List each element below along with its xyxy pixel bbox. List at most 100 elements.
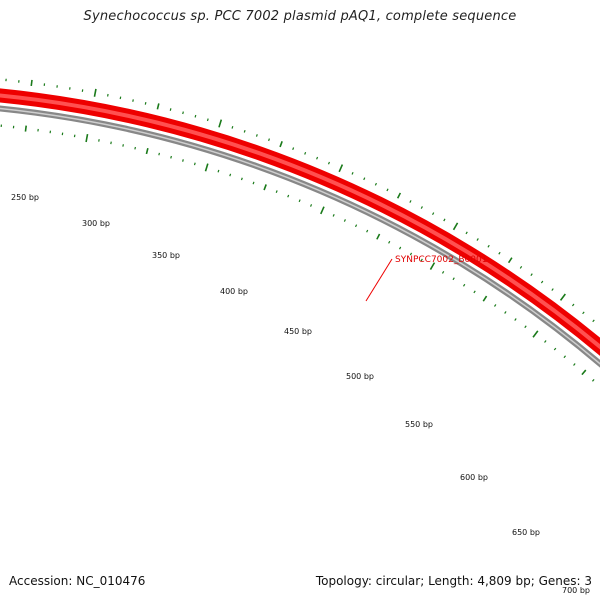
scale-tick <box>144 102 147 105</box>
scale-tick <box>156 103 160 110</box>
scale-label: 300 bp <box>82 219 110 228</box>
scale-tick <box>287 194 290 198</box>
scale-tick <box>420 258 423 262</box>
scale-tick <box>252 181 255 185</box>
scale-label: 500 bp <box>346 372 374 381</box>
scale-tick <box>218 119 223 128</box>
scale-tick <box>193 162 196 166</box>
scale-tick <box>476 238 479 241</box>
scale-label: 700 bp <box>562 586 590 595</box>
scale-tick <box>530 273 533 277</box>
scale-tick <box>581 369 587 376</box>
scale-tick <box>409 200 412 203</box>
scale-tick <box>275 190 278 193</box>
scale-tick <box>309 204 313 207</box>
scale-tick <box>473 290 476 294</box>
scale-tick <box>110 141 112 145</box>
scale-tick <box>398 246 402 250</box>
scale-tick <box>571 303 575 307</box>
scale-tick <box>332 213 335 217</box>
gene-feature-arc[interactable] <box>0 88 600 388</box>
scale-tick <box>563 355 566 359</box>
scale-tick <box>351 172 354 175</box>
plasmid-backbone-highlight <box>0 107 600 365</box>
scale-tick <box>298 199 301 203</box>
map-title: Synechococcus sp. PCC 7002 plasmid pAQ1,… <box>83 9 517 24</box>
scale-tick <box>386 188 389 192</box>
scale-label: 250 bp <box>11 193 39 202</box>
scale-tick <box>169 108 172 111</box>
scale-tick <box>376 233 381 240</box>
scale-tick <box>591 379 595 382</box>
scale-tick <box>544 340 547 343</box>
inner-tick-marks <box>0 124 595 382</box>
scale-tick <box>524 325 527 329</box>
scale-tick <box>85 134 89 143</box>
scale-tick <box>132 99 134 102</box>
gene-label[interactable]: SYNPCC7002_B0001 <box>395 255 487 265</box>
scale-tick <box>452 222 459 231</box>
scale-tick <box>243 129 246 133</box>
gene-feature-arc-shading <box>0 93 600 350</box>
scale-tick <box>268 138 270 142</box>
scale-tick <box>134 146 137 150</box>
scale-tick <box>327 161 331 165</box>
scale-tick <box>432 212 435 216</box>
scale-tick <box>145 147 149 155</box>
scale-label: 400 bp <box>220 287 248 296</box>
scale-tick <box>498 251 501 255</box>
scale-tick <box>194 114 197 118</box>
scale-tick <box>343 219 346 222</box>
topology-summary: Topology: circular; Length: 4,809 bp; Ge… <box>315 574 592 588</box>
accession-text: Accession: NC_010476 <box>9 574 146 588</box>
scale-tick <box>204 163 209 172</box>
scale-tick <box>217 169 220 173</box>
scale-tick <box>338 164 344 173</box>
scale-label: 600 bp <box>460 473 488 482</box>
scale-tick <box>320 206 325 215</box>
scale-tick <box>388 240 391 244</box>
scale-label: 550 bp <box>405 420 433 429</box>
scale-tick <box>263 184 267 191</box>
scale-label: 350 bp <box>152 251 180 260</box>
scale-tick <box>551 288 554 291</box>
scale-tick <box>582 311 585 315</box>
scale-label: 650 bp <box>512 528 540 537</box>
scale-tick <box>540 280 544 284</box>
scale-tick <box>279 141 283 148</box>
scale-label: 450 bp <box>284 327 312 336</box>
scale-tick <box>316 156 319 160</box>
scale-tick <box>229 173 232 177</box>
scale-tick <box>409 252 413 256</box>
scale-tick <box>462 283 466 287</box>
scale-tick <box>30 79 33 87</box>
scale-tick <box>122 144 124 147</box>
scale-tick <box>441 270 445 274</box>
scale-tick <box>231 125 234 129</box>
scale-tick <box>482 295 488 302</box>
scale-tick <box>465 231 468 235</box>
scale-tick <box>255 134 258 137</box>
scale-tick <box>592 319 595 323</box>
scale-tick <box>504 311 507 314</box>
scale-tick <box>532 330 539 338</box>
scale-tick <box>452 277 455 281</box>
scale-tick <box>374 182 377 186</box>
scale-tick <box>240 177 243 181</box>
scale-tick <box>24 125 27 132</box>
gene-label-leader-line <box>365 258 393 302</box>
scale-tick <box>182 111 184 115</box>
scale-tick <box>507 257 513 264</box>
scale-tick <box>429 262 436 270</box>
scale-tick <box>443 218 446 222</box>
scale-tick <box>553 347 557 351</box>
scale-tick <box>366 229 369 233</box>
scale-tick <box>559 293 566 301</box>
scale-tick <box>519 266 523 269</box>
scale-tick <box>487 244 490 248</box>
outer-tick-marks <box>5 78 595 323</box>
scale-tick <box>396 192 402 199</box>
scale-tick <box>170 155 172 159</box>
plasmid-backbone <box>0 105 600 368</box>
